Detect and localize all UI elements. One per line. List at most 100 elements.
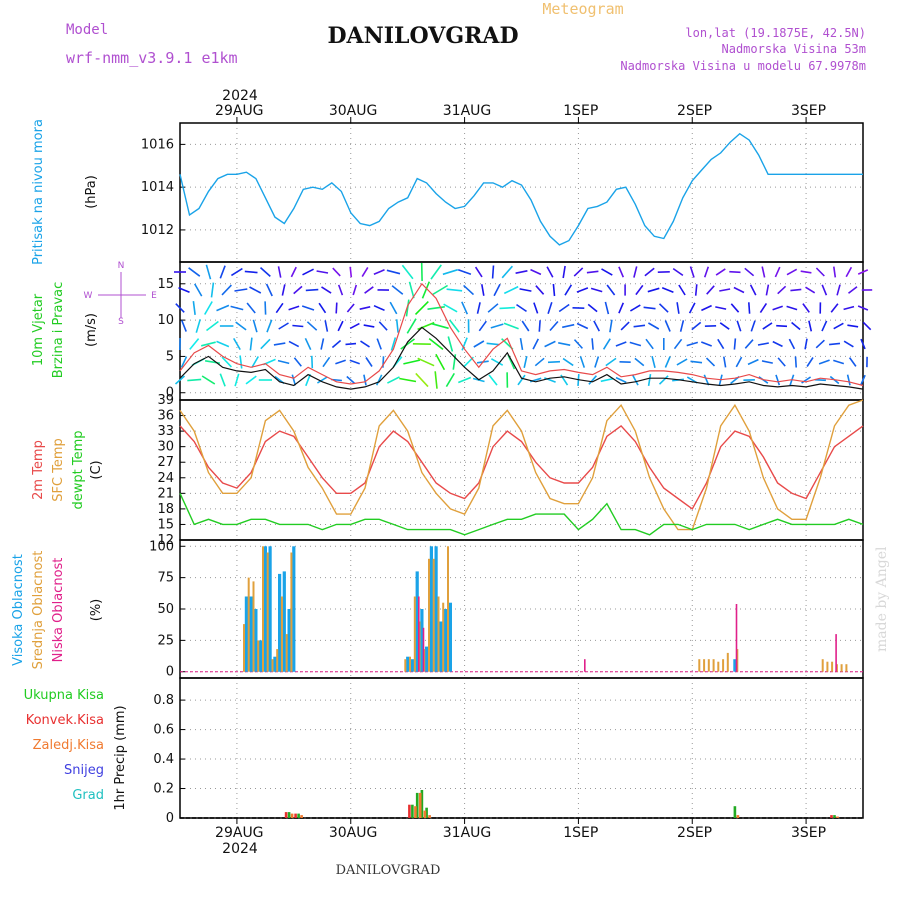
cloud-bar-mid	[726, 652, 729, 672]
wind-arrow	[461, 301, 469, 315]
wind-arrow	[586, 270, 599, 274]
wind-arrow	[790, 288, 802, 292]
cloud-bar-mid	[290, 552, 293, 672]
y-tick-label: 18	[157, 502, 174, 517]
wind-arrow	[848, 357, 857, 367]
y-tick-label: 0.4	[153, 752, 174, 767]
wind-arrow	[187, 378, 202, 382]
wind-arrow	[689, 266, 695, 278]
cloud-labels: Visoka Oblacnost Srednja Oblacnost Niska…	[11, 551, 104, 670]
wind-arrow	[305, 288, 319, 292]
panel-frame	[179, 122, 864, 263]
cloud-bar-mid	[821, 659, 824, 672]
wind-arrow	[491, 265, 495, 279]
bottom-date-label: 30AUG	[329, 825, 378, 841]
wind-arrow	[457, 268, 472, 276]
precip-bar-total	[733, 806, 737, 818]
cloud-bar-mid	[698, 659, 701, 672]
wind-arrow	[288, 305, 300, 311]
wind-arrow	[414, 301, 429, 315]
wind-arrow	[421, 281, 431, 299]
wind-arrow	[320, 338, 325, 350]
wind-arrow	[322, 356, 331, 368]
wind-arrow	[857, 305, 869, 311]
cloud-bar-mid	[285, 634, 288, 672]
wind-arrow	[562, 323, 575, 329]
cloud-bar-high	[282, 571, 286, 672]
wind-arrow	[519, 337, 524, 351]
wind-arrow	[601, 268, 613, 276]
precip-bar-stratiform	[414, 806, 417, 818]
wind-arrow	[845, 266, 853, 278]
top-date-label: 31AUG	[443, 103, 492, 119]
wind-arrow	[544, 340, 556, 348]
wind-arrow	[201, 375, 216, 385]
top-date-label: 29AUG	[215, 103, 264, 119]
y-tick-label: 36	[157, 409, 174, 424]
cloud-bar-mid	[442, 602, 445, 672]
wind-arrow	[664, 356, 671, 368]
wind-arrow	[806, 357, 814, 367]
t2m-label: 2m Temp	[31, 440, 46, 500]
wind-arrow	[587, 303, 598, 313]
wind-arrow	[519, 288, 532, 292]
wind-arrow	[216, 304, 230, 312]
cloud-bar-mid	[262, 546, 264, 672]
wind-label-2: Brzina i Pravac	[51, 282, 66, 379]
wind-arrow	[281, 284, 286, 296]
elevation-text: Nadmorska Visina 53m	[722, 42, 867, 56]
wind-arrow	[221, 356, 232, 368]
wind-arrow	[234, 373, 240, 387]
temperature-labels: 2m Temp SFC Temp dewpt Temp (C)	[31, 430, 104, 509]
precip-bar-total	[297, 813, 300, 818]
cloud-bar-high	[254, 609, 258, 672]
year-bottom: 2024	[222, 841, 258, 857]
cloud-bar-high	[263, 546, 267, 672]
precip-bar-convective	[294, 813, 297, 818]
wind-arrow	[290, 266, 297, 278]
cloud-bar-high	[244, 596, 248, 672]
wind-arrow	[251, 356, 259, 368]
wind-arrow	[260, 338, 271, 350]
y-tick-label: 75	[157, 571, 174, 586]
wind-arrow	[264, 301, 267, 315]
wind-arrow	[474, 266, 483, 278]
wind-arrow	[772, 305, 783, 311]
cloud-bar-mid	[826, 661, 829, 672]
wind-arrow	[301, 305, 315, 311]
wind-arrow	[192, 301, 196, 315]
wind-arrow	[189, 338, 200, 350]
cloud-bar-high	[733, 659, 737, 672]
top-date-label: 30AUG	[329, 103, 378, 119]
wind-arrow	[606, 284, 616, 296]
wind-arrow	[723, 356, 727, 368]
cloud-bar-high	[429, 546, 433, 672]
wind-arrow	[776, 324, 788, 328]
wind-arrow	[430, 264, 442, 280]
wind-arrow	[534, 357, 545, 367]
precip-bar-stratiform	[428, 815, 431, 818]
wind-arrow	[686, 341, 699, 347]
cloud-bar-mid	[432, 558, 435, 672]
wind-arrow	[376, 338, 382, 350]
bottom-date-label: 31AUG	[443, 825, 492, 841]
wind-arrow	[445, 372, 455, 388]
wind-arrow	[363, 374, 367, 386]
wind-arrow	[802, 303, 810, 313]
wind-arrow	[275, 302, 284, 314]
wind-arrow	[860, 374, 866, 386]
y-tick-label: 1016	[141, 137, 174, 152]
wind-arrow	[386, 269, 401, 275]
wind-arrow	[361, 266, 369, 278]
cloud-bar-high	[259, 640, 263, 672]
wind-arrow	[352, 284, 358, 296]
wind-arrow	[701, 304, 712, 312]
cloud-unit: (%)	[89, 599, 104, 622]
wind-arrow	[265, 283, 273, 297]
precip-bar-stratiform	[736, 815, 740, 818]
wind-arrow	[829, 342, 841, 346]
sfc-label: SFC Temp	[51, 438, 66, 502]
wind-arrow	[490, 323, 504, 329]
wind-arrow	[235, 321, 247, 331]
wind-arrow	[717, 338, 725, 350]
